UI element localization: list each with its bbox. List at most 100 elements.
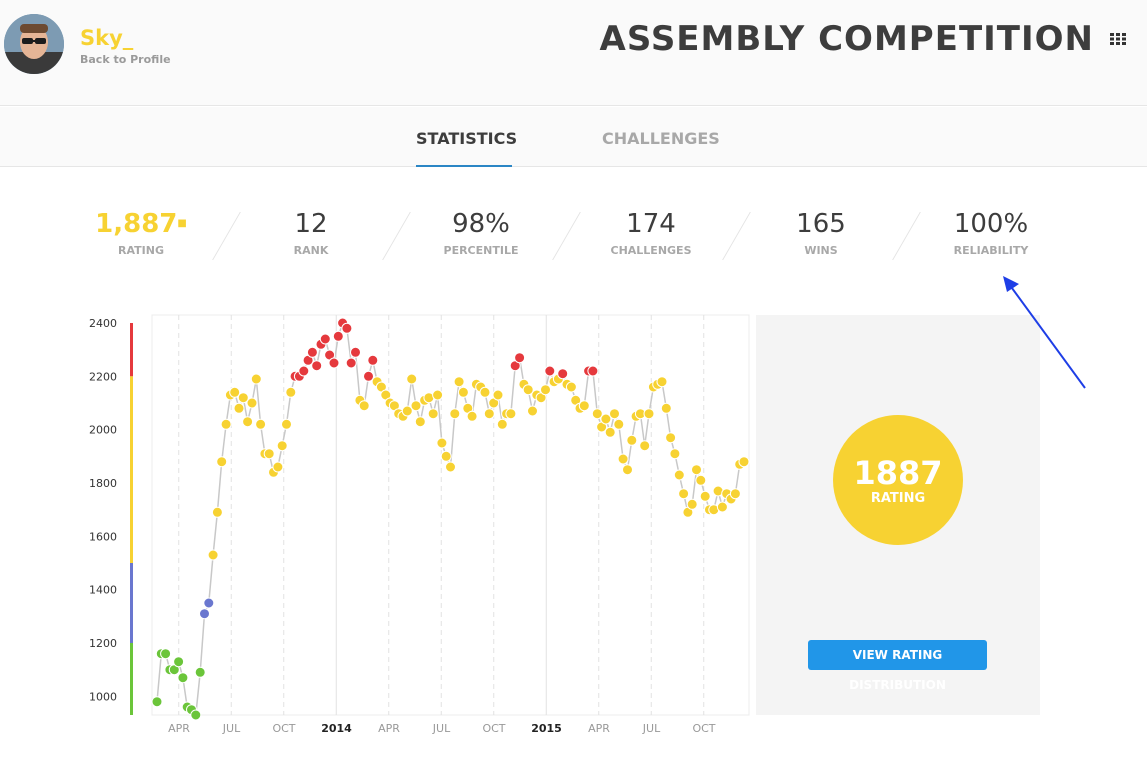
x-tick-label: JUL [432,722,451,735]
x-tick-label: APR [378,722,400,735]
data-point [414,416,426,428]
data-point [514,352,526,364]
data-point [255,418,267,430]
data-point [565,381,577,393]
data-point [220,418,232,430]
rating-band [130,323,133,377]
y-tick-label: 2200 [89,370,117,383]
y-tick-label: 1200 [89,637,117,650]
data-point [233,402,245,414]
data-point [613,418,625,430]
data-point [306,346,318,358]
data-point [578,400,590,412]
avatar[interactable] [4,14,64,74]
x-tick-label: APR [588,722,610,735]
rating-band [130,376,133,563]
data-point [276,440,288,452]
data-point [285,386,297,398]
x-tick-label: JUL [222,722,241,735]
data-point [600,413,612,425]
data-point [522,384,534,396]
username[interactable]: Sky_ [80,26,134,50]
data-point [453,376,465,388]
data-point [557,368,569,380]
stat-rating: 1,887■ RATING [56,190,226,270]
data-point [660,402,672,414]
data-point [311,360,323,372]
data-point [604,426,616,438]
y-tick-label: 2000 [89,424,117,437]
data-point [716,501,728,513]
data-point [673,469,685,481]
stat-percentile-value: 98% [452,209,510,239]
tab-bar: STATISTICS CHALLENGES [0,107,1147,167]
data-point [367,354,379,366]
data-point [505,408,517,420]
data-point [483,408,495,420]
x-tick-label: OCT [482,722,505,735]
data-point [345,357,357,369]
y-tick-label: 1400 [89,584,117,597]
data-point [591,408,603,420]
data-point [457,386,469,398]
rating-band [130,563,133,643]
data-point [449,408,461,420]
data-point [643,408,655,420]
data-point [242,416,254,428]
stat-rating-value: 1,887 [95,209,178,239]
back-to-profile-link[interactable]: Back to Profile [80,53,171,66]
data-point [626,434,638,446]
tab-statistics[interactable]: STATISTICS [416,107,517,167]
data-point [281,418,292,430]
data-point [686,498,698,510]
data-point [479,386,491,398]
tab-challenges[interactable]: CHALLENGES [602,129,720,148]
data-point [691,464,702,476]
data-point [216,456,228,468]
rating-circle-label: RATING [870,491,926,506]
data-point [427,408,439,420]
data-point [319,333,331,345]
data-point [401,405,413,417]
data-point [173,656,185,668]
data-point [151,696,163,708]
view-rating-distribution-button[interactable]: VIEW RATING DISTRIBUTION [808,640,987,692]
data-point [350,346,361,358]
data-point [160,648,172,660]
data-point [544,365,556,377]
data-point [609,408,620,420]
stat-percentile-label: PERCENTILE [443,244,519,257]
stat-wins: 165 WINS [736,190,906,270]
grid-icon[interactable] [1110,33,1126,45]
data-point [617,453,629,465]
x-tick-label: 2015 [531,722,562,735]
data-point [211,506,223,518]
y-tick-label: 1000 [89,690,117,703]
data-point [298,365,310,377]
data-point [328,357,340,369]
stat-percentile: 98% PERCENTILE [396,190,566,270]
data-point [410,400,422,412]
rating-panel: 1887 RATING VIEW RATING DISTRIBUTION [756,315,1040,715]
data-point [669,448,681,460]
rating-marker-icon: ■ [177,218,187,229]
data-point [190,709,202,721]
data-point [363,370,374,382]
plot-area [151,314,750,716]
header: Sky_ Back to Profile ASSEMBLY COMPETITIO… [0,0,1147,106]
data-point [639,440,651,452]
page-title: ASSEMBLY COMPETITION [599,19,1094,59]
y-tick-label: 2400 [89,317,117,330]
data-point [496,418,508,430]
data-point [207,549,219,561]
data-point [678,488,690,500]
data-point [199,608,210,620]
data-point [440,450,452,462]
x-tick-label: 2014 [321,722,352,735]
x-tick-label: JUL [642,722,661,735]
x-tick-label: OCT [272,722,295,735]
x-tick-label: OCT [692,722,715,735]
data-point [695,474,707,486]
stat-reliability: 100% RELIABILITY [906,190,1076,270]
data-point [466,410,478,422]
